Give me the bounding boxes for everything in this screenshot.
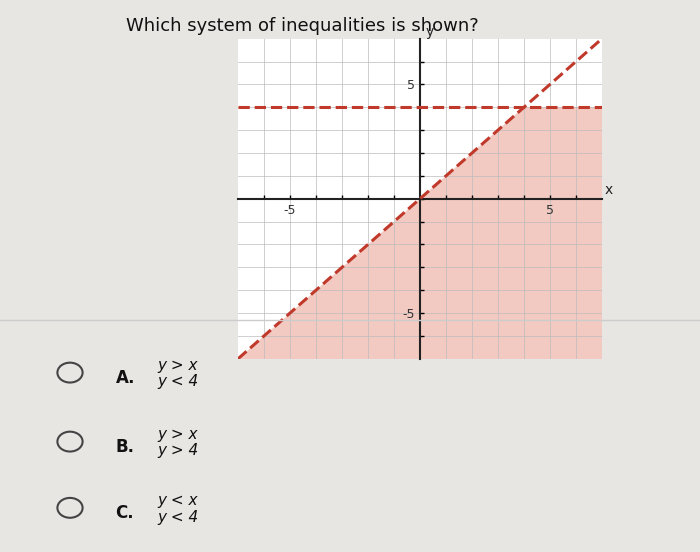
Text: y: y bbox=[425, 25, 433, 39]
Text: B.: B. bbox=[116, 438, 134, 456]
Text: Which system of inequalities is shown?: Which system of inequalities is shown? bbox=[126, 17, 479, 35]
Text: y < x: y < x bbox=[158, 493, 198, 508]
Text: y > 4: y > 4 bbox=[158, 443, 199, 459]
Text: y > x: y > x bbox=[158, 427, 198, 442]
Polygon shape bbox=[238, 107, 602, 359]
Text: y > x: y > x bbox=[158, 358, 198, 373]
Text: y < 4: y < 4 bbox=[158, 374, 199, 390]
Text: y < 4: y < 4 bbox=[158, 509, 199, 525]
Text: x: x bbox=[605, 183, 613, 197]
Text: A.: A. bbox=[116, 369, 135, 387]
Text: C.: C. bbox=[116, 505, 134, 522]
